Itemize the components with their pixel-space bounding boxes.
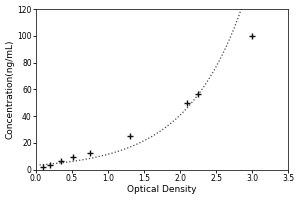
Y-axis label: Concentration(ng/mL): Concentration(ng/mL) — [6, 40, 15, 139]
X-axis label: Optical Density: Optical Density — [128, 185, 197, 194]
